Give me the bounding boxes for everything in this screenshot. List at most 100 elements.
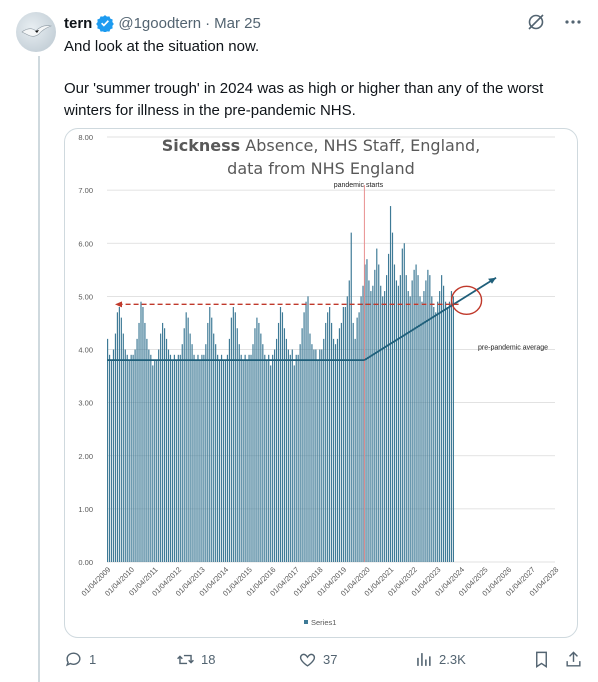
bar xyxy=(185,312,187,562)
bar xyxy=(315,349,317,562)
bar xyxy=(156,360,158,562)
bar xyxy=(213,333,215,562)
retweet-button[interactable]: 18 xyxy=(176,650,215,669)
bar xyxy=(232,307,234,562)
views-icon xyxy=(417,653,431,666)
bar xyxy=(205,344,207,562)
y-tick-label: 3.00 xyxy=(78,399,93,408)
bar xyxy=(148,349,150,562)
bar xyxy=(285,338,287,562)
grok-icon[interactable] xyxy=(526,12,546,32)
bar xyxy=(219,360,221,562)
more-icon[interactable] xyxy=(564,13,582,31)
bar xyxy=(264,354,266,562)
bar xyxy=(275,338,278,562)
bar xyxy=(281,312,284,562)
views-button[interactable]: 2.3K xyxy=(414,650,466,669)
bar xyxy=(226,354,229,562)
bookmark-icon xyxy=(536,651,547,668)
summer-2024-circle xyxy=(450,285,483,316)
bar xyxy=(126,354,128,562)
bar xyxy=(173,354,175,562)
avatar[interactable] xyxy=(16,12,56,52)
bar xyxy=(169,354,172,562)
bar xyxy=(405,275,407,562)
bar xyxy=(183,328,185,562)
bar xyxy=(323,338,325,562)
bar xyxy=(272,354,274,562)
bar xyxy=(201,354,203,562)
bar xyxy=(313,349,315,562)
bar xyxy=(413,269,415,562)
bar xyxy=(444,301,447,562)
bar xyxy=(389,206,392,562)
bar xyxy=(144,322,146,562)
y-tick-label: 4.00 xyxy=(78,346,93,355)
tweet-image[interactable]: 0.00 1.00 2.00 3.00 4.00 5.00 6.00 7.00 8.00 01/… xyxy=(64,128,578,638)
bar xyxy=(370,291,372,562)
bar xyxy=(295,354,297,562)
bar xyxy=(138,322,140,562)
reference-arrowhead xyxy=(115,301,122,308)
like-count: 37 xyxy=(323,652,338,667)
bar xyxy=(110,360,113,562)
bar xyxy=(256,317,258,562)
header-separator: · xyxy=(205,14,211,32)
average-label: pre-pandemic average xyxy=(478,345,548,352)
bar xyxy=(250,354,252,562)
bar xyxy=(311,344,313,562)
bar xyxy=(222,360,225,562)
bar xyxy=(299,344,301,562)
action-bar: 1 18 37 2.3K xyxy=(64,650,582,672)
bar xyxy=(199,360,201,562)
bar xyxy=(262,344,264,562)
bars xyxy=(107,206,455,562)
bar xyxy=(317,360,319,562)
author-handle[interactable]: @1goodtern xyxy=(118,14,202,32)
bookmark-button[interactable] xyxy=(532,650,551,669)
bar xyxy=(380,285,382,562)
bar xyxy=(403,243,405,562)
bar xyxy=(165,338,168,562)
bar xyxy=(152,365,154,562)
bar xyxy=(425,280,427,562)
reply-button[interactable]: 1 xyxy=(64,650,96,669)
bar xyxy=(401,248,403,562)
bar xyxy=(118,307,120,562)
bar xyxy=(352,322,354,562)
bar xyxy=(435,312,437,562)
bar xyxy=(270,365,272,562)
bar xyxy=(260,333,262,562)
bar xyxy=(443,285,445,562)
bar xyxy=(384,291,386,562)
y-axis-ticks: 0.00 1.00 2.00 3.00 4.00 5.00 6.00 7.00 8.00 xyxy=(78,133,93,567)
bar xyxy=(291,349,293,562)
bar xyxy=(193,354,195,562)
bar xyxy=(242,360,244,562)
y-tick-label: 0.00 xyxy=(78,558,93,567)
bar xyxy=(238,344,240,562)
tweet-text-line2: Our 'summer trough' in 2024 was as high … xyxy=(64,80,544,119)
like-button[interactable]: 37 xyxy=(298,650,337,669)
bar xyxy=(130,354,132,562)
bar xyxy=(116,312,119,562)
chart-title-line2: data from NHS England xyxy=(227,159,415,178)
bar xyxy=(393,264,396,562)
bar xyxy=(344,307,346,562)
bar xyxy=(136,338,138,562)
share-button[interactable] xyxy=(564,650,583,669)
bar xyxy=(399,275,401,562)
y-tick-label: 5.00 xyxy=(78,292,93,301)
tweet-date[interactable]: Mar 25 xyxy=(214,14,261,32)
bar xyxy=(191,344,193,562)
bar xyxy=(423,291,425,562)
bar xyxy=(228,338,231,562)
chart: 0.00 1.00 2.00 3.00 4.00 5.00 6.00 7.00 8.00 01/… xyxy=(78,133,560,627)
bar xyxy=(332,338,335,562)
author-name[interactable]: tern xyxy=(64,14,93,32)
bar xyxy=(217,354,219,562)
bar xyxy=(107,338,109,562)
bar xyxy=(437,301,439,562)
bar xyxy=(378,264,380,562)
bar xyxy=(327,312,329,562)
